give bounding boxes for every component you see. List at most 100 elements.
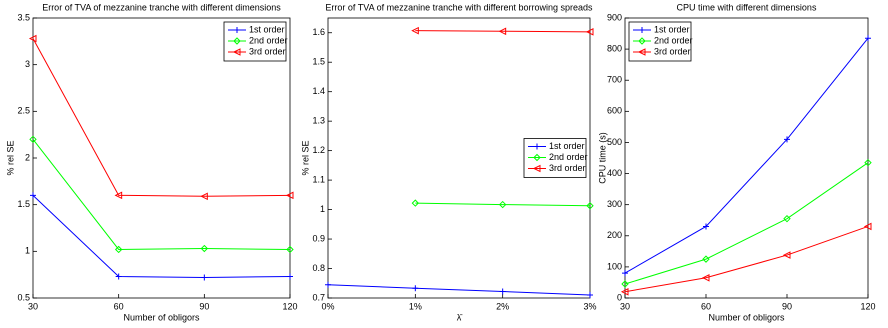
x-axis-label: λ̄ [457,312,464,322]
y-tick-label: 600 [607,106,622,116]
x-tick-label: 90 [782,301,792,311]
y-tick-label: 300 [607,199,622,209]
x-tick-label: 30 [620,301,630,311]
y-tick-label: 1.2 [312,145,325,155]
legend-marker [233,37,241,45]
legend-label: 1st order [249,24,285,34]
data-point [114,191,123,200]
y-tick-label: 2 [25,152,30,162]
data-point [585,28,594,36]
legend-marker [533,153,541,162]
data-point [325,281,331,288]
series-line [32,194,291,278]
x-tick-label: 0% [321,301,334,311]
legend-marker [639,27,645,33]
y-tick-label: 1.5 [17,199,30,209]
y-tick-label: 400 [607,168,622,178]
series-line [624,37,869,274]
data-point [863,222,872,231]
data-point [784,136,790,143]
y-tick-label: 2.5 [17,106,30,116]
data-point [702,255,710,263]
y-tick-label: 1.6 [312,27,325,37]
legend-label: 1st order [549,141,585,151]
legend-marker [234,27,240,33]
legend-label: 2nd order [654,35,693,45]
y-tick-label: 1.5 [312,57,325,67]
data-point [783,214,791,223]
data-point [864,158,872,167]
legend-label: 2nd order [549,152,588,162]
data-point [587,292,593,299]
y-tick-label: 0.9 [312,233,325,243]
legend-label: 2nd order [249,35,288,45]
data-point [621,280,629,288]
y-tick-label: 3.5 [17,12,30,22]
series-line [415,30,591,33]
legend [523,138,587,178]
y-tick-label: 700 [607,75,622,85]
y-tick-label: 1.3 [312,116,325,126]
data-point [499,288,506,295]
x-axis-label: Number of obligors [123,312,200,322]
series-line [624,225,869,293]
data-point [114,245,123,254]
x-tick-label: 30 [28,301,38,311]
data-point [287,273,293,280]
data-point [865,35,871,42]
y-tick-label: 800 [607,43,622,53]
legend-label: 3rd order [654,46,691,56]
data-point [200,192,208,201]
legend-label: 1st order [654,24,690,34]
x-tick-label: 60 [701,301,711,311]
y-tick-label: 900 [607,12,622,22]
y-tick-label: 0.8 [312,263,325,273]
chart-title: CPU time with different dimensions [677,2,817,12]
chart-title: Error of TVA of mezzanine tranche with d… [325,2,593,12]
data-point [622,270,628,277]
legend-marker [638,37,646,45]
series-line [327,284,591,296]
data-point [201,274,208,281]
legend-marker [637,48,646,56]
x-tick-label: 3% [583,301,596,311]
x-tick-label: 120 [282,301,297,311]
x-tick-label: 1% [409,301,422,311]
data-point [411,199,420,207]
y-tick-label: 0 [617,292,622,302]
x-tick-label: 60 [114,301,124,311]
data-point [620,287,629,296]
y-tick-label: 200 [607,230,622,240]
y-tick-label: 1.4 [312,86,325,96]
series-line [32,38,291,197]
data-point [498,200,507,209]
y-axis-label: % rel SE [5,140,15,175]
data-point [412,285,419,292]
data-point [285,191,294,200]
plot-area [32,17,291,299]
legend-label: 3rd order [249,46,286,56]
chart-title: Error of TVA of mezzanine tranche with d… [42,2,281,12]
data-point [703,223,709,230]
y-tick-label: 3 [25,59,30,69]
data-point [586,202,594,210]
x-tick-label: 2% [496,301,509,311]
data-point [30,192,36,199]
data-point [782,251,791,259]
legend-marker [534,143,540,150]
data-point [498,27,507,36]
y-tick-label: 1 [320,204,325,214]
data-point [286,245,294,254]
data-point [28,34,37,43]
series-line [624,162,869,285]
data-point [411,26,419,35]
series-line [415,202,591,207]
x-tick-label: 120 [860,301,875,311]
y-tick-label: 1 [25,246,30,256]
y-tick-label: 0.5 [17,292,30,302]
data-point [115,273,122,280]
y-axis-label: CPU time (s) [597,132,607,184]
y-tick-label: 500 [607,137,622,147]
